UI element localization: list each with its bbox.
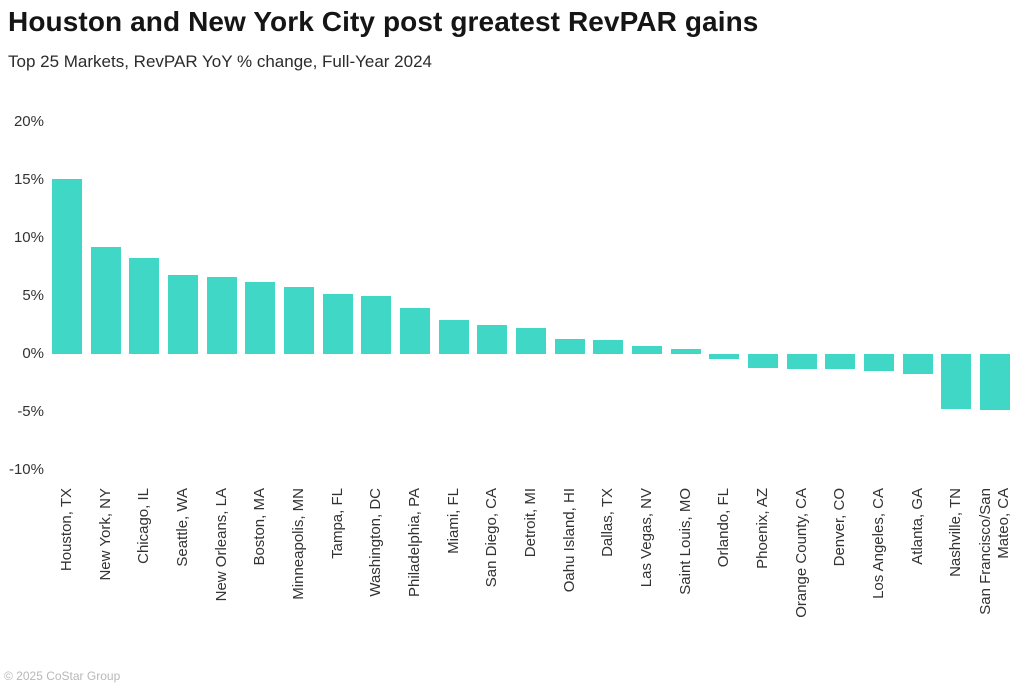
x-axis-category-label: Denver, CO [831, 488, 849, 567]
bar [90, 247, 121, 354]
y-axis-tick-label: 15% [13, 171, 44, 188]
bar [516, 328, 547, 354]
bar [438, 320, 469, 354]
y-axis-tick-label: 0% [22, 345, 44, 362]
bar [245, 282, 276, 354]
bar [786, 354, 817, 370]
x-axis-category-label: Phoenix, AZ [754, 488, 772, 569]
y-axis-tick-label: 5% [22, 287, 44, 304]
x-axis-category-label: Orlando, FL [715, 488, 733, 568]
x-axis-category-label: Oahu Island, HI [560, 488, 578, 593]
x-axis-category-label: Los Angeles, CA [870, 488, 888, 599]
x-axis-category-label: New Orleans, LA [212, 488, 230, 602]
bar [168, 275, 198, 354]
x-axis-category-label: San Diego, CA [483, 488, 501, 588]
bar [709, 354, 740, 359]
bar [825, 354, 856, 370]
bar [129, 257, 160, 354]
y-axis-tick-label: -10% [8, 461, 44, 478]
bar [593, 340, 624, 354]
bar [748, 354, 779, 368]
bar [477, 325, 508, 354]
bar [902, 354, 933, 374]
bar [52, 178, 82, 354]
chart-title: Houston and New York City post greatest … [8, 6, 759, 37]
chart-subtitle: Top 25 Markets, RevPAR YoY % change, Ful… [8, 52, 432, 71]
x-axis-category-label: Saint Louis, MO [676, 488, 694, 595]
x-axis-category-label: Boston, MA [251, 488, 269, 566]
x-axis-category-label: Miami, FL [444, 488, 462, 554]
x-axis-category-label: Washington, DC [367, 488, 385, 597]
x-axis-category-label: Houston, TX [58, 488, 75, 572]
x-axis-category-label: Chicago, IL [135, 488, 153, 564]
bar [322, 293, 353, 354]
x-axis-category-label: Dallas, TX [599, 488, 617, 557]
bar [284, 286, 315, 354]
x-axis-category-label: Las Vegas, NV [638, 488, 656, 588]
bar [206, 277, 237, 354]
x-axis-category-label: Minneapolis, MN [290, 488, 308, 600]
bar [670, 349, 701, 354]
x-axis-category-label: Nashville, TN [947, 488, 965, 577]
bar [361, 296, 392, 354]
x-axis-category-label: San Francisco/San Mateo, CA [977, 488, 1013, 615]
bar [941, 354, 972, 409]
y-axis-tick-label: 10% [13, 229, 44, 246]
x-axis-category-label: Seattle, WA [174, 488, 191, 567]
x-axis-category-label: Orange County, CA [792, 488, 810, 618]
x-axis-category-label: Atlanta, GA [908, 488, 926, 565]
x-axis-category-label: Philadelphia, PA [406, 488, 424, 597]
bar [864, 354, 895, 372]
x-axis-category-label: Detroit, MI [522, 488, 540, 558]
bar [632, 345, 663, 354]
bar [554, 338, 585, 354]
y-axis-tick-label: 20% [13, 113, 44, 130]
x-axis-category-label: Tampa, FL [328, 488, 346, 559]
x-axis-category-label: New York, NY [96, 488, 114, 581]
y-axis-tick-label: -5% [17, 403, 44, 420]
copyright-footer: © 2025 CoStar Group [4, 669, 121, 683]
bar [980, 354, 1011, 410]
bar [400, 307, 431, 354]
